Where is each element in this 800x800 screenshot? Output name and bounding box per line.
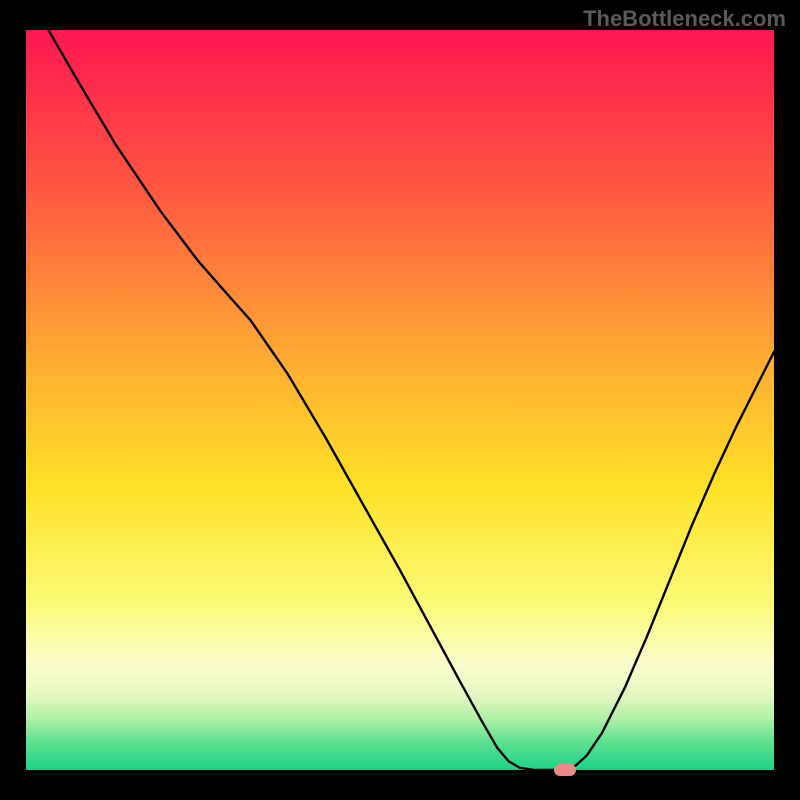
watermark-text: TheBottleneck.com	[583, 6, 786, 32]
bottleneck-curve	[48, 30, 774, 770]
curve-svg	[26, 30, 774, 770]
plot-area	[26, 30, 774, 770]
chart-container: { "watermark": { "text": "TheBottleneck.…	[0, 0, 800, 800]
optimal-marker	[554, 764, 576, 776]
